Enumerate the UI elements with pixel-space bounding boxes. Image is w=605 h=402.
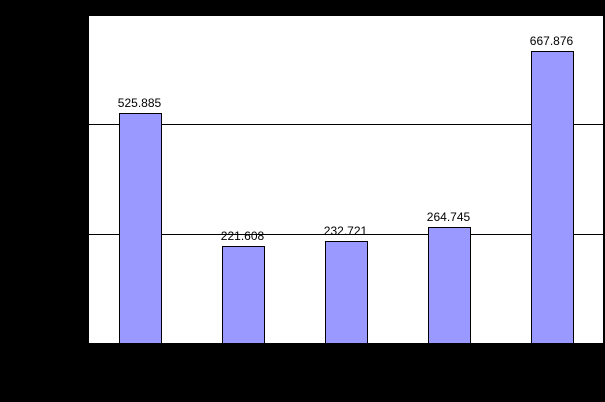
x-tick-labels: 2001 2002 2003 2004 2005 xyxy=(126,354,565,368)
data-label-2001: 525.885 xyxy=(118,96,162,110)
y-tick-3: 750.000 xyxy=(36,8,80,22)
bars xyxy=(119,51,574,344)
bar-2003 xyxy=(325,241,368,344)
y-tick-0: 0 xyxy=(72,336,79,350)
bar-2005 xyxy=(531,51,574,344)
data-labels: 525.885 221.608 232.721 264.745 667.876 xyxy=(118,34,574,243)
x-tick-2001: 2001 xyxy=(126,354,153,368)
data-label-2004: 264.745 xyxy=(427,210,471,224)
y-tick-2: 500.000 xyxy=(36,117,80,131)
x-tick-2002: 2002 xyxy=(229,354,256,368)
gridlines xyxy=(88,15,603,235)
data-label-2002: 221.608 xyxy=(221,229,265,243)
x-axis-label: Yıl xyxy=(338,373,352,387)
bar-2004 xyxy=(428,227,471,344)
bar-2002 xyxy=(222,246,265,344)
y-tick-1: 250.000 xyxy=(36,227,80,241)
axes xyxy=(83,15,604,348)
y-tick-labels: 0 250.000 500.000 750.000 xyxy=(36,8,80,350)
data-label-2003: 232.721 xyxy=(324,224,368,238)
data-label-2005: 667.876 xyxy=(530,34,574,48)
x-tick-2003: 2003 xyxy=(332,354,359,368)
x-tick-2005: 2005 xyxy=(538,354,565,368)
bar-2001 xyxy=(119,113,162,344)
x-tick-2004: 2004 xyxy=(435,354,462,368)
